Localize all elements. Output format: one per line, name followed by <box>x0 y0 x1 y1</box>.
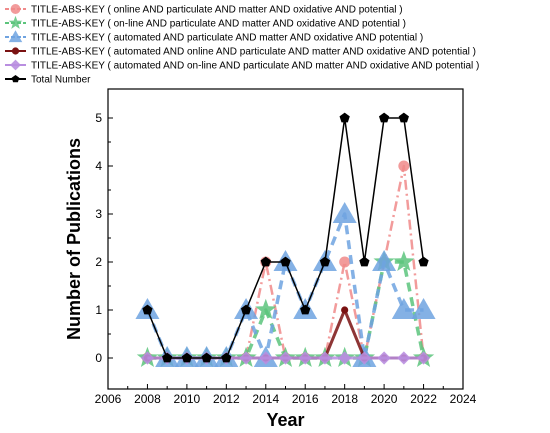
data-point <box>259 351 273 365</box>
x-tick-label: 2018 <box>331 392 358 406</box>
data-point <box>372 250 397 271</box>
legend-item: Total Number <box>5 75 91 86</box>
data-point <box>240 304 252 315</box>
y-axis-title: Number of Publications <box>64 138 84 340</box>
x-tick-label: 2010 <box>174 392 201 406</box>
x-tick-label: 2016 <box>292 392 319 406</box>
data-point <box>255 298 277 320</box>
data-point <box>162 352 173 363</box>
data-point <box>377 351 391 365</box>
data-point <box>341 306 349 314</box>
data-point <box>339 256 351 268</box>
y-axis: 0 1 2 3 4 5 <box>95 111 113 365</box>
series-line <box>145 212 424 360</box>
data-point <box>181 352 193 363</box>
data-point <box>391 298 416 319</box>
legend-item: TITLE-ABS-KEY ( on-line AND particulate … <box>5 15 406 30</box>
y-tick-label: 0 <box>95 351 102 365</box>
y-tick-label: 4 <box>95 159 102 173</box>
data-point <box>398 160 410 172</box>
data-point <box>359 256 370 267</box>
x-tick-label: 2006 <box>95 392 122 406</box>
legend-marker <box>10 4 21 14</box>
x-tick-label: 2022 <box>410 392 437 406</box>
legend-label: TITLE-ABS-KEY ( on-line AND particulate … <box>31 19 406 30</box>
data-point <box>332 202 357 223</box>
legend-item: TITLE-ABS-KEY ( automated AND particulat… <box>5 30 423 44</box>
data-point <box>318 351 332 365</box>
data-point <box>298 351 312 365</box>
data-point <box>378 112 390 123</box>
data-point <box>278 351 293 365</box>
x-tick-label: 2024 <box>450 392 477 406</box>
legend-label: TITLE-ABS-KEY ( automated AND online AND… <box>31 47 476 58</box>
data-point <box>418 256 429 267</box>
data-point <box>140 351 155 365</box>
data-point <box>338 351 352 365</box>
legend: TITLE-ABS-KEY ( online AND particulate A… <box>5 4 479 86</box>
series-line <box>146 117 425 359</box>
x-axis-title: Year <box>266 410 304 430</box>
data-point <box>411 298 436 319</box>
legend-item: TITLE-ABS-KEY ( online AND particulate A… <box>5 4 403 16</box>
legend-marker <box>10 59 21 71</box>
x-tick-label: 2014 <box>252 392 279 406</box>
legend-label: TITLE-ABS-KEY ( automated AND particulat… <box>31 33 423 44</box>
y-tick-label: 2 <box>95 255 102 269</box>
series-6 <box>142 112 429 363</box>
data-point <box>416 351 431 365</box>
y-tick-label: 5 <box>95 111 102 125</box>
x-tick-label: 2008 <box>134 392 161 406</box>
legend-marker <box>11 47 20 55</box>
data-point <box>260 256 271 267</box>
legend-item: TITLE-ABS-KEY ( automated AND on-line AN… <box>5 59 479 72</box>
data-point <box>239 351 253 365</box>
x-tick-label: 2012 <box>213 392 240 406</box>
legend-label: TITLE-ABS-KEY ( online AND particulate A… <box>31 5 403 16</box>
data-point <box>393 250 415 272</box>
y-tick-label: 3 <box>95 207 102 221</box>
legend-item: TITLE-ABS-KEY ( automated AND online AND… <box>5 47 476 58</box>
legend-label: Total Number <box>31 75 91 86</box>
data-point <box>339 112 350 123</box>
data-point <box>397 351 411 365</box>
legend-label: TITLE-ABS-KEY ( automated AND on-line AN… <box>31 61 479 72</box>
data-point <box>357 351 371 365</box>
legend-marker <box>11 74 20 83</box>
data-point <box>319 256 331 267</box>
legend-marker <box>8 30 23 43</box>
data-point <box>221 352 232 363</box>
x-tick-label: 2020 <box>371 392 398 406</box>
x-axis: 2006 2008 2010 2012 2014 2016 2018 2020 2022 2024 <box>95 384 477 406</box>
data-point <box>201 352 212 363</box>
data-point <box>280 256 291 267</box>
series-layer <box>135 112 436 368</box>
y-tick-label: 1 <box>95 303 102 317</box>
data-point <box>300 304 311 315</box>
data-point <box>398 112 409 123</box>
data-point <box>142 304 153 315</box>
legend-marker <box>8 15 23 29</box>
